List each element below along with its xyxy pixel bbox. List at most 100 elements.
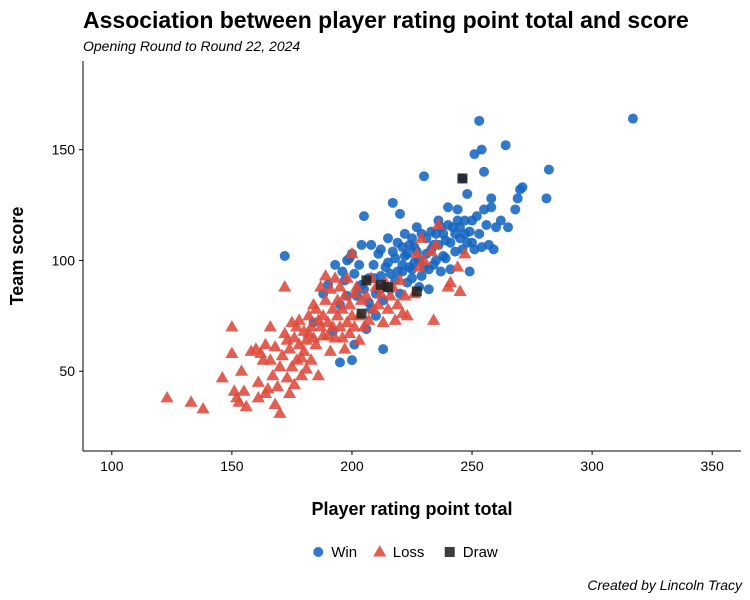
data-point-loss xyxy=(196,402,210,414)
data-point-win xyxy=(399,228,410,239)
data-point-loss xyxy=(292,313,306,325)
data-point-win xyxy=(517,182,528,193)
data-point-loss xyxy=(443,275,458,288)
chart-title: Association between player rating point … xyxy=(83,7,689,33)
data-point-loss xyxy=(318,293,333,305)
data-point-win xyxy=(407,273,417,284)
data-point-loss xyxy=(323,282,337,294)
data-point-loss xyxy=(316,308,330,321)
data-point-loss xyxy=(225,346,239,359)
data-point-win xyxy=(445,237,456,248)
data-point-loss xyxy=(268,397,282,410)
data-point-loss xyxy=(429,238,443,250)
data-point-win xyxy=(440,253,451,264)
x-tick-label: 300 xyxy=(580,458,604,474)
legend: Win Loss Draw xyxy=(313,544,498,561)
data-point-win xyxy=(464,226,475,237)
data-point-loss xyxy=(251,375,265,387)
data-point-loss xyxy=(232,395,246,407)
data-point-loss xyxy=(347,320,361,332)
data-point-win xyxy=(279,251,290,261)
data-point-win xyxy=(390,253,401,264)
data-point-win xyxy=(354,259,365,270)
data-point-loss xyxy=(326,302,340,314)
data-point-loss xyxy=(338,342,352,354)
data-point-loss xyxy=(309,302,323,314)
data-point-loss xyxy=(318,269,333,281)
data-point-win xyxy=(368,259,379,270)
data-point-loss xyxy=(314,280,328,292)
data-point-win xyxy=(382,233,393,244)
data-point-loss xyxy=(410,246,424,259)
data-point-loss xyxy=(400,308,414,321)
data-point-loss xyxy=(330,293,345,305)
data-point-win xyxy=(366,239,377,250)
x-tick-label: 100 xyxy=(100,458,124,474)
data-point-win xyxy=(500,140,511,151)
data-point-loss xyxy=(342,297,357,310)
y-axis-title: Team score xyxy=(7,207,27,306)
data-point-loss xyxy=(294,368,309,381)
data-point-loss xyxy=(359,289,373,301)
data-point-loss xyxy=(239,399,253,412)
data-point-loss xyxy=(261,382,275,394)
data-point-loss xyxy=(352,333,366,345)
data-point-loss xyxy=(330,308,345,321)
data-point-loss xyxy=(347,286,361,299)
data-point-loss xyxy=(273,359,287,372)
data-point-win xyxy=(474,228,485,239)
data-point-loss xyxy=(251,390,265,403)
legend-item-loss: Loss xyxy=(373,544,424,561)
data-point-loss xyxy=(273,406,287,418)
x-ticks: 100 150 200 250 300 350 xyxy=(100,451,724,474)
data-point-loss xyxy=(314,320,328,332)
data-point-win xyxy=(471,211,482,222)
data-point-win xyxy=(378,344,389,355)
data-point-win xyxy=(375,244,386,255)
series-loss xyxy=(160,218,472,418)
data-point-draw xyxy=(411,286,422,297)
data-point-loss xyxy=(417,253,431,265)
data-point-win xyxy=(510,204,521,215)
data-point-win xyxy=(452,204,463,215)
data-point-win xyxy=(358,211,369,222)
data-point-win xyxy=(346,355,357,366)
data-point-loss xyxy=(328,271,342,283)
data-point-loss xyxy=(278,280,292,292)
x-tick-label: 200 xyxy=(340,458,364,474)
data-point-loss xyxy=(297,344,311,356)
data-point-win xyxy=(387,197,398,208)
data-point-loss xyxy=(275,348,289,361)
data-point-win xyxy=(512,193,523,204)
data-point-loss xyxy=(383,289,397,301)
data-point-loss xyxy=(299,362,313,374)
data-point-win xyxy=(462,188,473,199)
data-point-loss xyxy=(309,337,323,350)
plot-area xyxy=(160,113,638,418)
data-point-draw xyxy=(457,173,468,184)
data-point-loss xyxy=(282,386,297,398)
data-point-loss xyxy=(340,315,354,328)
data-point-loss xyxy=(340,271,354,283)
data-point-loss xyxy=(381,302,395,314)
data-point-loss xyxy=(376,315,390,328)
data-point-loss xyxy=(268,340,282,352)
data-point-loss xyxy=(390,297,405,310)
series-draw xyxy=(356,173,468,319)
y-tick-label: 100 xyxy=(52,252,76,268)
data-point-win xyxy=(334,357,345,368)
data-point-win xyxy=(407,233,417,244)
data-point-loss xyxy=(290,320,304,332)
data-point-loss xyxy=(311,368,325,381)
data-point-loss xyxy=(458,246,472,259)
data-point-win xyxy=(495,215,506,226)
data-point-win xyxy=(488,244,499,255)
data-point-loss xyxy=(258,337,273,350)
data-point-win xyxy=(416,270,427,281)
data-point-loss xyxy=(270,379,285,392)
data-point-win xyxy=(459,215,470,226)
data-point-loss xyxy=(333,280,347,292)
data-point-win xyxy=(375,270,386,281)
data-point-loss xyxy=(357,320,371,332)
data-point-loss xyxy=(285,359,299,372)
